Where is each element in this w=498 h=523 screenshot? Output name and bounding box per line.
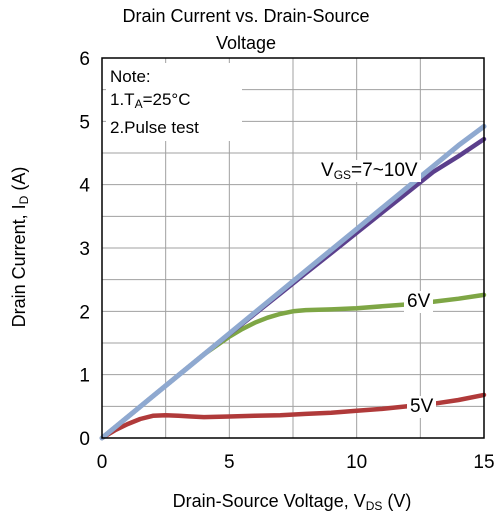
note-temp-suffix: =25°C [142,90,191,109]
label-5v: 5V [407,396,437,418]
chart-title-line1: Drain Current vs. Drain-Source [122,6,370,26]
y-tick-label: 4 [79,176,90,197]
y-axis-label: Drain Current, ID (A) [9,117,31,377]
x-axis-label: Drain-Source Voltage, VDS (V) [100,491,484,513]
label-vgs-7-10v: VGS=7~10V [318,160,421,182]
note-box: Note: 1.TA=25°C 2.Pulse test [106,63,242,141]
x-ticks: 0 5 10 15 [97,452,495,473]
plot-frame [101,57,485,439]
y-tick-label: 3 [79,239,90,260]
x-tick-label: 5 [224,452,235,473]
note-temp-prefix: 1.T [110,90,135,109]
series-line-5v [99,392,487,441]
y-axis-label-unit: (A) [9,166,29,196]
y-ticks: 0 1 2 3 4 5 6 [79,49,90,450]
y-tick-label: 6 [79,49,90,70]
y-tick-label: 1 [79,366,90,387]
x-axis-label-sub: DS [365,499,383,513]
note-pulse-test: 2.Pulse test [110,118,199,137]
y-axis-label-main: Drain Current, I [9,204,29,328]
note-heading: Note: [110,67,151,86]
note-temperature: 1.TA=25°C [110,88,238,116]
x-axis-label-unit: (V) [382,491,412,511]
x-tick-label: 10 [346,452,367,473]
label-vgs-sub: GS [333,168,352,182]
note-temp-sub: A [134,97,143,111]
x-tick-label: 0 [97,452,108,473]
label-6v: 6V [404,291,434,313]
chart-title-line2: Voltage [215,33,277,53]
y-tick-label: 2 [79,302,90,323]
y-tick-label: 0 [79,429,90,450]
x-tick-label: 15 [473,452,494,473]
label-vgs-main: V [321,160,334,181]
y-tick-label: 5 [79,112,90,133]
label-vgs-suffix: =7~10V [351,160,418,181]
x-axis-label-main: Drain-Source Voltage, V [172,491,366,511]
y-axis-label-sub: D [17,195,31,205]
